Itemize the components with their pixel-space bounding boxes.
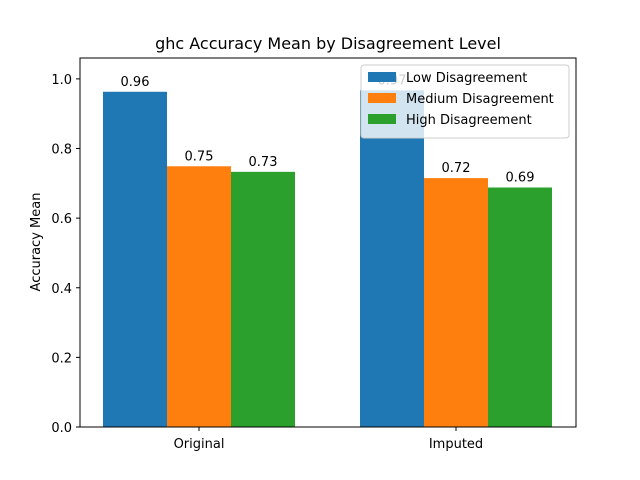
bar <box>360 90 424 428</box>
bar <box>231 171 295 427</box>
bar <box>424 178 488 427</box>
chart-title: ghc Accuracy Mean by Disagreement Level <box>155 34 501 53</box>
bar <box>488 187 552 427</box>
x-tick-label: Imputed <box>429 437 483 452</box>
bar <box>103 91 167 428</box>
data-label: 0.69 <box>506 170 535 185</box>
y-tick-label: 0.4 <box>51 282 72 297</box>
legend-swatch <box>368 72 396 82</box>
legend-label: Low Disagreement <box>406 71 527 86</box>
data-label: 0.73 <box>249 155 278 170</box>
data-label: 0.96 <box>121 75 150 90</box>
y-tick-label: 0.8 <box>51 143 72 158</box>
legend: Low Disagreement Medium Disagreement High … <box>360 64 570 139</box>
plot-frame <box>79 57 577 428</box>
data-label: 0.75 <box>185 149 214 164</box>
bars-group <box>103 90 552 428</box>
x-tick-label: Original <box>174 437 225 452</box>
legend-swatch <box>368 114 396 124</box>
y-tick-label: 0.6 <box>51 212 72 227</box>
x-axis: Original Imputed <box>174 427 483 452</box>
bar <box>167 166 231 427</box>
legend-swatch <box>368 93 396 103</box>
y-tick-label: 0.0 <box>51 421 72 436</box>
legend-box <box>360 64 570 139</box>
y-axis: 0.0 0.2 0.4 0.6 0.8 1.0 <box>51 73 80 436</box>
y-axis-label: Accuracy Mean <box>29 193 44 292</box>
data-label: 0.72 <box>442 161 471 176</box>
y-tick-label: 1.0 <box>51 73 72 88</box>
legend-label: High Disagreement <box>406 113 532 128</box>
y-tick-label: 0.2 <box>51 351 72 366</box>
legend-label: Medium Disagreement <box>406 92 554 107</box>
